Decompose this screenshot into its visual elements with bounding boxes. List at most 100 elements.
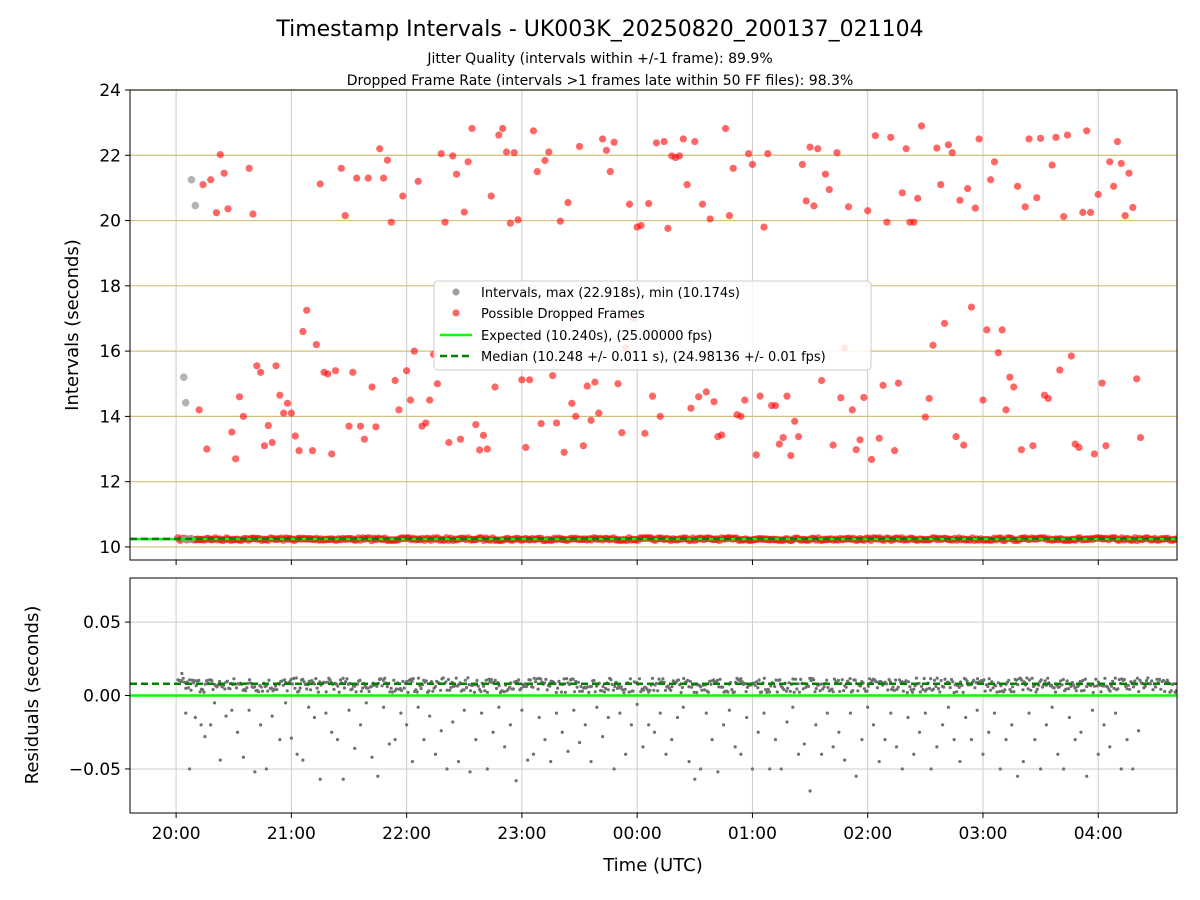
residual-point-156 <box>1073 737 1077 742</box>
residual-band-point <box>1009 690 1013 694</box>
dropped-point-21 <box>280 409 288 417</box>
residual-band-point <box>929 677 933 681</box>
residual-band-point <box>730 688 734 692</box>
residual-band-point <box>622 690 626 695</box>
residual-point-94 <box>716 770 720 774</box>
residual-point-52 <box>474 737 478 742</box>
residual-band-point <box>699 685 703 689</box>
residual-band-point <box>986 685 990 689</box>
residual-point-151 <box>1044 723 1048 727</box>
dropped-point-197 <box>960 441 968 449</box>
dropped-point-184 <box>910 218 918 226</box>
dropped-point-151 <box>783 392 791 400</box>
dropped-point-71 <box>476 446 484 454</box>
residual-band-point <box>842 689 846 693</box>
dropped-point-34 <box>331 367 340 375</box>
residual-band-point <box>1105 685 1110 689</box>
residual-band-point <box>275 688 279 692</box>
residual-band-point <box>648 688 652 692</box>
residual-band-point <box>767 690 772 694</box>
residual-point-63 <box>537 715 541 720</box>
dropped-point-180 <box>894 379 903 387</box>
residual-point-144 <box>1004 737 1008 742</box>
residual-point-8 <box>218 758 222 762</box>
residual-band-point <box>353 684 357 688</box>
dropped-point-88 <box>541 156 549 165</box>
residual-band-point <box>544 677 548 682</box>
dropped-point-176 <box>879 381 887 389</box>
x-tick-label-8: 04:00 <box>1074 824 1123 844</box>
residual-band-point <box>337 690 341 694</box>
dropped-point-235 <box>1106 158 1114 166</box>
intervals-ytick-label-7: 24 <box>99 81 121 101</box>
residual-band-point <box>663 688 668 693</box>
residual-band-point <box>656 689 660 693</box>
residual-band-point <box>587 690 591 695</box>
dropped-point-179 <box>890 447 899 455</box>
dropped-point-22 <box>283 399 292 407</box>
residual-point-38 <box>393 737 397 742</box>
residual-band-point <box>575 685 579 689</box>
residual-band-point <box>1172 682 1176 686</box>
dropped-point-108 <box>618 429 626 437</box>
residual-band-point <box>708 679 712 683</box>
residual-point-14 <box>253 770 257 774</box>
dropped-point-169 <box>852 446 860 454</box>
residual-band-point <box>1165 678 1169 682</box>
residual-band-point <box>769 684 773 688</box>
residual-band-point <box>388 690 392 694</box>
residual-point-82 <box>647 723 651 727</box>
residual-point-127 <box>906 715 910 720</box>
residual-band-point <box>267 678 271 682</box>
residual-point-3 <box>193 715 197 720</box>
dropped-point-38 <box>349 368 357 376</box>
residual-point-141 <box>987 730 991 734</box>
residual-band-point <box>562 677 566 681</box>
residual-band-point <box>441 676 445 680</box>
residual-band-point <box>324 690 328 694</box>
dropped-point-154 <box>794 433 803 441</box>
dropped-point-225 <box>1067 352 1075 360</box>
residual-band-point <box>523 682 527 686</box>
residual-band-point <box>628 677 633 681</box>
residual-band-point <box>1161 678 1165 683</box>
intervals-ytick-label-1: 12 <box>99 473 121 493</box>
dropped-point-91 <box>552 419 561 427</box>
residual-band-point <box>972 678 976 683</box>
residual-band-point <box>1154 685 1158 689</box>
dropped-point-90 <box>549 371 557 380</box>
residual-band-point <box>358 678 362 682</box>
residual-band-point <box>914 676 919 680</box>
dropped-point-199 <box>967 303 976 311</box>
dropped-point-158 <box>810 202 818 210</box>
residual-band-point <box>904 679 908 683</box>
residual-band-point <box>797 690 802 694</box>
residual-point-77 <box>618 711 622 715</box>
dropped-point-239 <box>1121 212 1129 220</box>
residual-point-66 <box>554 711 559 715</box>
dropped-point-139 <box>737 412 745 420</box>
residual-band-point <box>1057 685 1061 689</box>
dropped-point-15 <box>257 368 265 376</box>
residual-point-42 <box>416 705 420 709</box>
residual-point-16 <box>264 767 268 771</box>
residual-point-99 <box>745 715 749 720</box>
x-tick-label-6: 02:00 <box>843 824 892 844</box>
residual-point-153 <box>1056 752 1060 756</box>
residual-band-point <box>792 690 796 694</box>
residuals-ytick-label-1: 0.00 <box>83 687 121 707</box>
dropped-point-159 <box>814 145 822 153</box>
residual-band-point <box>1074 689 1078 693</box>
dropped-point-104 <box>602 146 611 154</box>
residual-band-point <box>773 684 777 689</box>
dropped-point-120 <box>664 224 672 232</box>
residual-point-83 <box>652 730 657 734</box>
legend-marker-intervals <box>452 288 460 296</box>
residual-band-point <box>1052 686 1056 690</box>
residual-point-124 <box>889 711 893 715</box>
residual-point-62 <box>531 752 536 756</box>
residual-band-point <box>743 681 747 686</box>
residual-band-point <box>875 686 880 690</box>
dropped-point-174 <box>871 132 879 140</box>
